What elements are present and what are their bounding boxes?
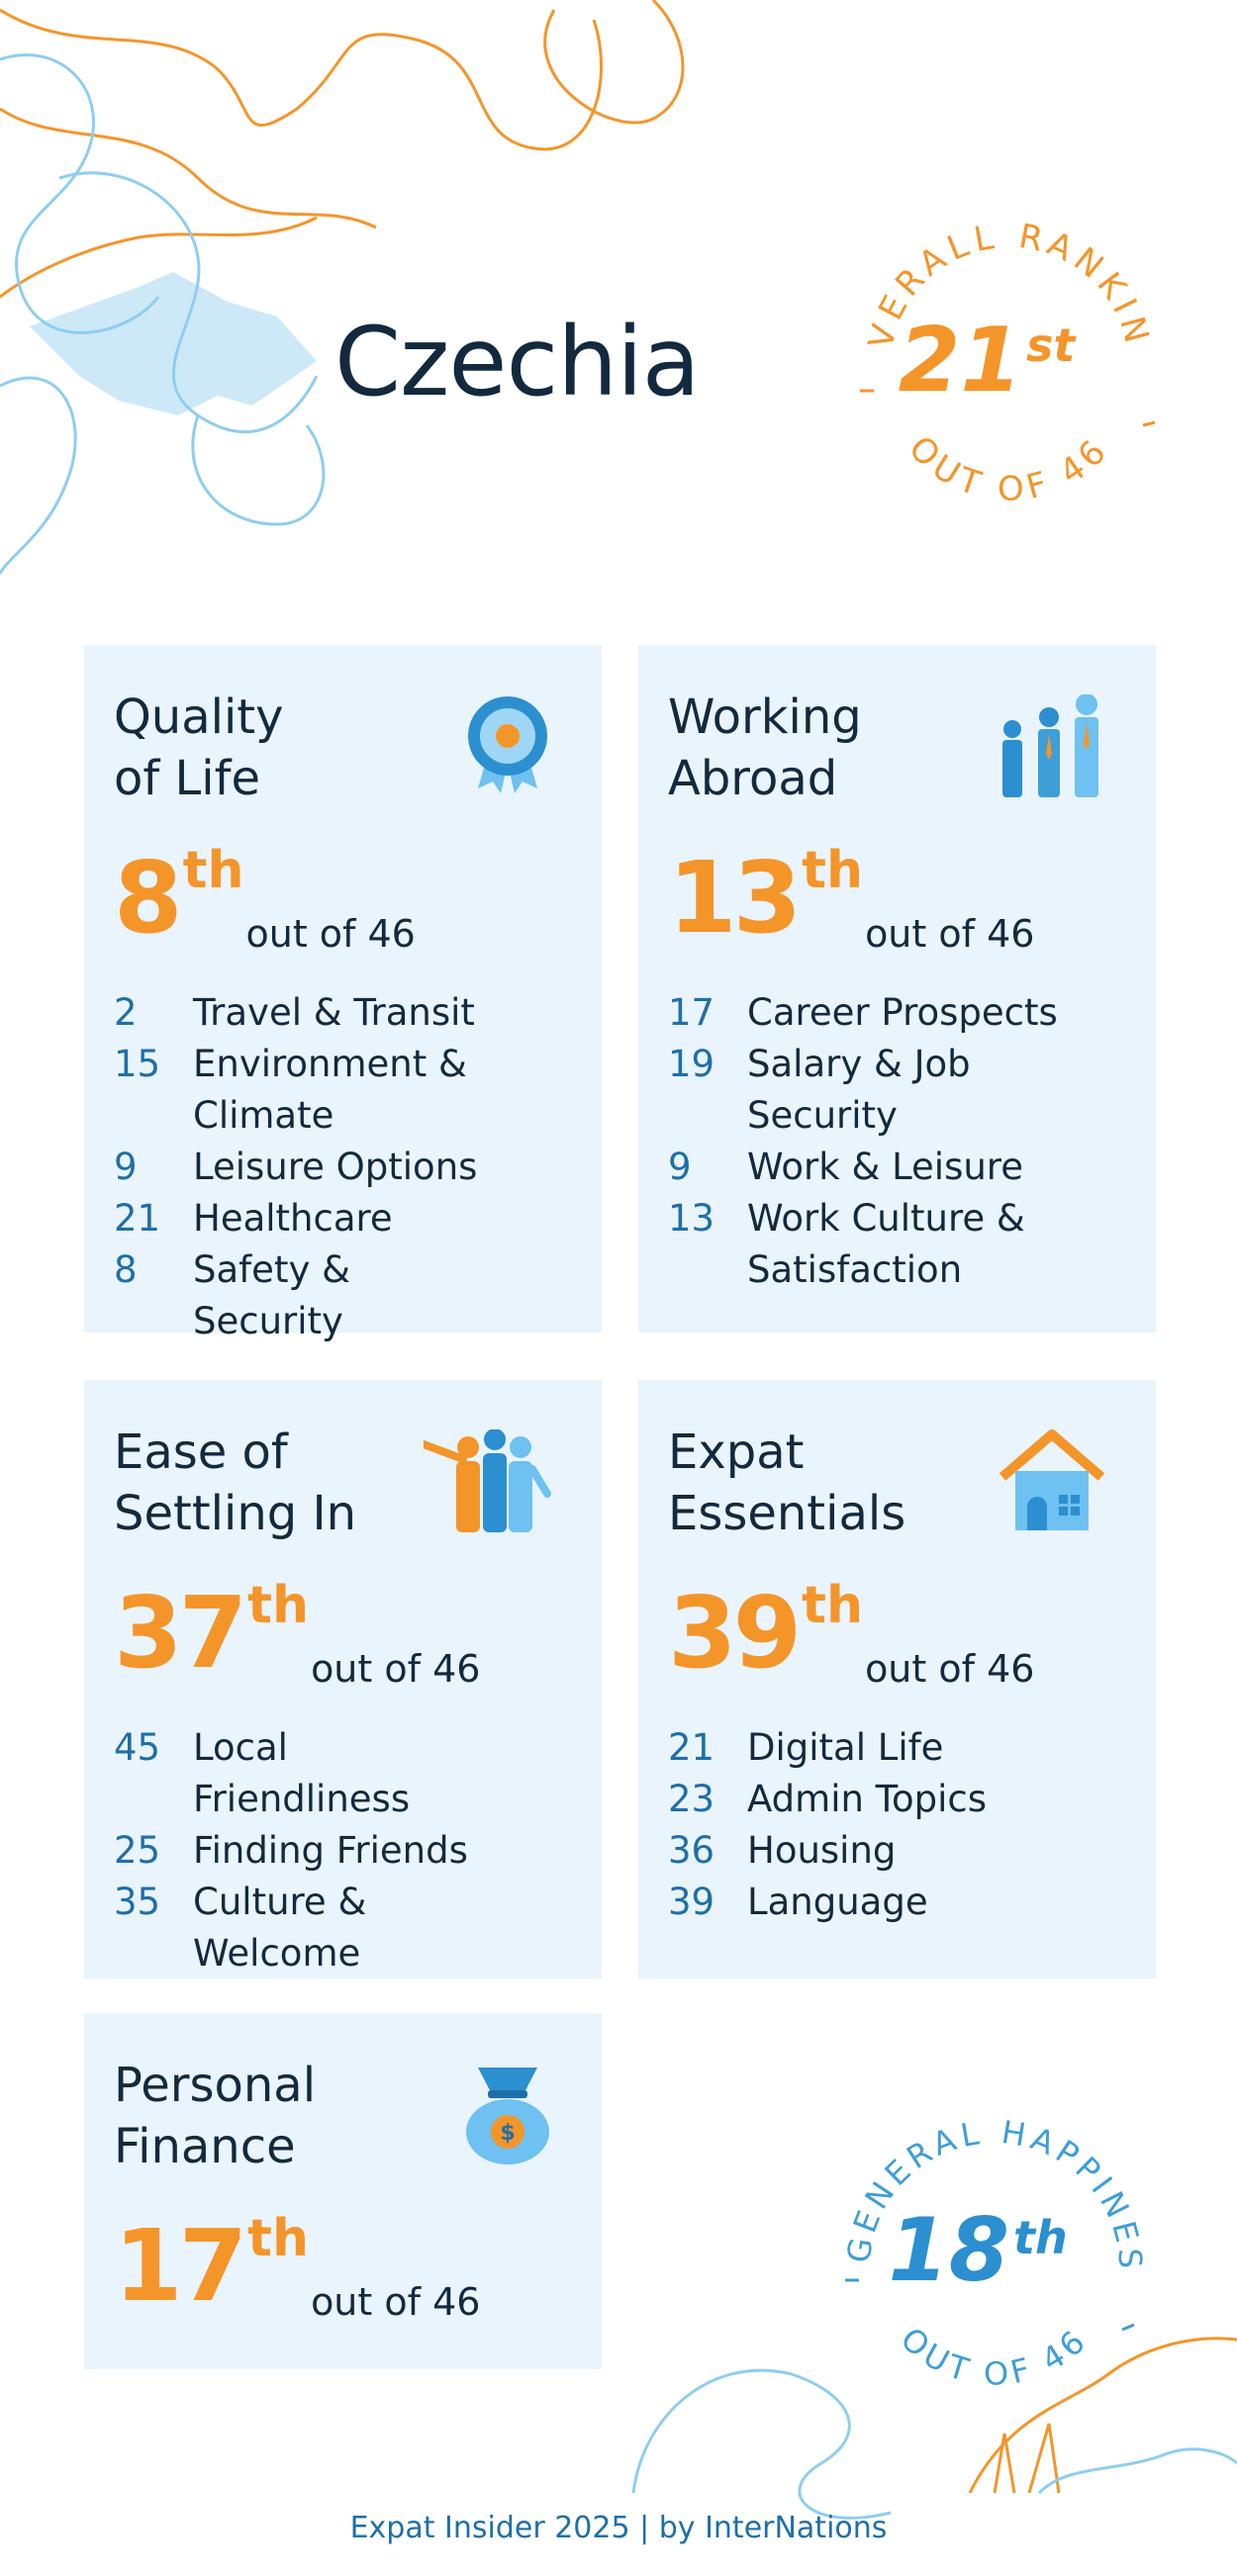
subcategory-label: Healthcare [193,1197,393,1240]
subcategory-label: Culture & Welcome [193,1881,367,1975]
subcategory-rank: 21 [114,1197,161,1240]
rank-suffix: th [182,841,244,900]
subcategory-label: Language [747,1881,928,1923]
rank-suffix: th [802,841,864,900]
subcategory-rank: 35 [114,1881,161,1923]
money-bag-icon: $ [463,2063,552,2171]
list-item: 9 Leisure Options [114,1142,572,1193]
subcategory-label: Leisure Options [193,1146,478,1188]
happiness-rank: 18 [889,2199,1009,2301]
subcategory-label: Finding Friends [193,1829,468,1872]
list-item: 21 Digital Life [668,1722,1126,1774]
subcategory-label: Work Culture & Satisfaction [747,1197,1025,1291]
rank-number: 37 [114,1575,247,1691]
subcategory-list: 21 Digital Life 23 Admin Topics 36 Housing 39 L… [668,1722,1126,1928]
welcoming-people-icon [420,1428,552,1538]
list-item: 19 Salary & Job Security [668,1039,1126,1142]
subcategory-rank: 13 [668,1197,715,1240]
list-item: 36 Housing [668,1825,1126,1877]
subcategory-rank: 9 [668,1146,692,1188]
overall-rank-suffix: st [1026,319,1077,372]
subcategory-list: 2 Travel & Transit 15 Environment & Climate… [114,987,572,1347]
rank-out-of: out of 46 [311,2280,481,2324]
overall-out-of: OUT OF 46 [901,428,1118,509]
subcategory-rank: 25 [114,1829,161,1872]
happiness-out-of: OUT OF 46 [894,2320,1096,2393]
subcategory-label: Digital Life [747,1726,944,1769]
subcategory-rank: 45 [114,1726,161,1769]
happiness-rank-suffix: th [1013,2211,1068,2264]
subcategory-label: Travel & Transit [193,991,475,1034]
category-title: Quality of Life [114,690,284,806]
subcategory-label: Admin Topics [747,1778,988,1820]
subcategory-label: Career Prospects [747,991,1058,1034]
list-item: 25 Finding Friends [114,1825,572,1877]
rank-out-of: out of 46 [311,1647,481,1691]
list-item: 17 Career Prospects [668,987,1126,1039]
subcategory-list: 45 Local Friendliness 25 Finding Friends 35 C… [114,1722,572,1979]
rank-out-of: out of 46 [865,912,1035,956]
rank-suffix: th [802,1576,864,1635]
subcategory-rank: 8 [114,1248,138,1291]
subcategory-label: Local Friendliness [193,1726,411,1820]
footer-credit: Expat Insider 2025 | by InterNations [349,2511,888,2545]
rank-out-of: out of 46 [865,1647,1035,1691]
subcategory-label: Housing [747,1829,897,1872]
subcategory-rank: 21 [668,1726,715,1769]
list-item: 9 Work & Leisure [668,1142,1126,1193]
rank-suffix: th [247,2209,310,2268]
list-item: 15 Environment & Climate [114,1039,572,1142]
category-title: Working Abroad [668,690,862,806]
rank-number: 8 [114,840,183,956]
category-title: Expat Essentials [668,1425,906,1541]
general-happiness-seal: GENERAL HAPPINESS OUT OF 46 18 th [831,2087,1145,2393]
subcategory-rank: 19 [668,1043,715,1085]
rank-suffix: th [247,1576,310,1635]
rank-number: 39 [668,1575,802,1691]
rank-number: 13 [668,840,802,956]
subcategory-rank: 36 [668,1829,715,1872]
subcategory-rank: 2 [114,991,138,1034]
list-item: 35 Culture & Welcome [114,1877,572,1979]
subcategory-list: 17 Career Prospects 19 Salary & Job Securit… [668,987,1126,1296]
subcategory-label: Salary & Job Security [747,1043,971,1137]
overall-rank: 21 [899,309,1022,413]
subcategory-label: Work & Leisure [747,1146,1023,1188]
list-item: 23 Admin Topics [668,1774,1126,1825]
list-item: 2 Travel & Transit [114,987,572,1039]
list-item: 13 Work Culture & Satisfaction [668,1193,1126,1296]
subcategory-rank: 39 [668,1881,715,1923]
subcategory-rank: 9 [114,1146,138,1188]
list-item: 45 Local Friendliness [114,1722,572,1825]
subcategory-rank: 15 [114,1043,161,1085]
subcategory-rank: 17 [668,991,715,1034]
country-title: Czechia [334,307,701,417]
svg-text:$: $ [500,2121,515,2146]
overall-ranking-seal: OVERALL RANKING OUT OF 46 21 st [846,203,1156,509]
rank-number: 17 [114,2208,247,2324]
category-title: Personal Finance [114,2058,317,2174]
list-item: 21 Healthcare [114,1193,572,1244]
award-badge-icon [463,694,552,798]
business-people-icon [998,693,1106,803]
subcategory-rank: 23 [668,1778,715,1820]
rank-out-of: out of 46 [245,912,416,956]
list-item: 39 Language [668,1877,1126,1928]
subcategory-label: Safety & Security [193,1248,350,1342]
subcategory-label: Environment & Climate [193,1043,467,1137]
list-item: 8 Safety & Security [114,1244,572,1347]
category-title: Ease of Settling In [114,1425,357,1541]
house-icon [998,1429,1106,1538]
